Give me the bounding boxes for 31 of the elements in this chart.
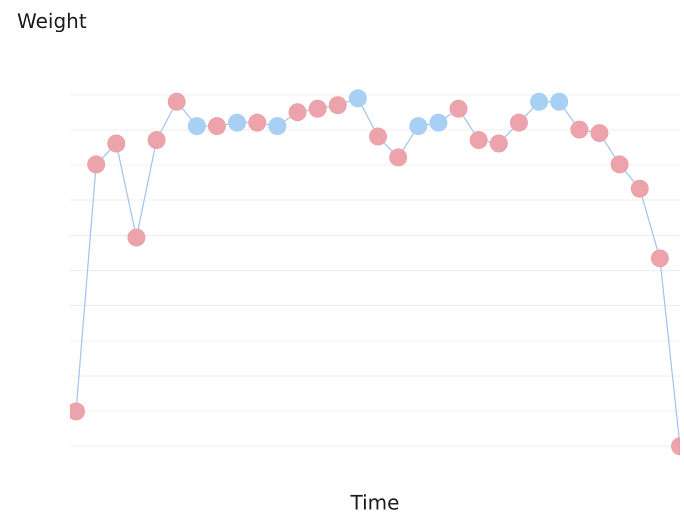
point	[429, 114, 448, 132]
point	[328, 96, 347, 114]
point	[248, 114, 266, 132]
point	[450, 100, 468, 118]
point	[369, 128, 388, 146]
y-axis-title: Weight	[17, 9, 87, 33]
point	[650, 249, 669, 268]
point	[268, 117, 286, 136]
point	[610, 155, 629, 174]
point	[288, 103, 306, 122]
point	[470, 131, 488, 150]
point	[107, 134, 126, 152]
x-axis-title: Time	[350, 490, 400, 514]
point	[590, 124, 608, 142]
point	[228, 114, 246, 132]
point	[148, 131, 166, 150]
point	[168, 92, 186, 111]
point	[510, 114, 528, 132]
point	[409, 117, 428, 136]
point	[127, 228, 146, 246]
point	[188, 117, 206, 136]
point	[208, 117, 226, 136]
point	[530, 92, 548, 111]
point	[87, 155, 106, 174]
point	[308, 100, 327, 118]
point	[348, 89, 367, 108]
point	[550, 92, 568, 111]
point	[389, 148, 408, 166]
point	[490, 134, 508, 152]
point	[570, 120, 588, 139]
point	[630, 180, 649, 198]
